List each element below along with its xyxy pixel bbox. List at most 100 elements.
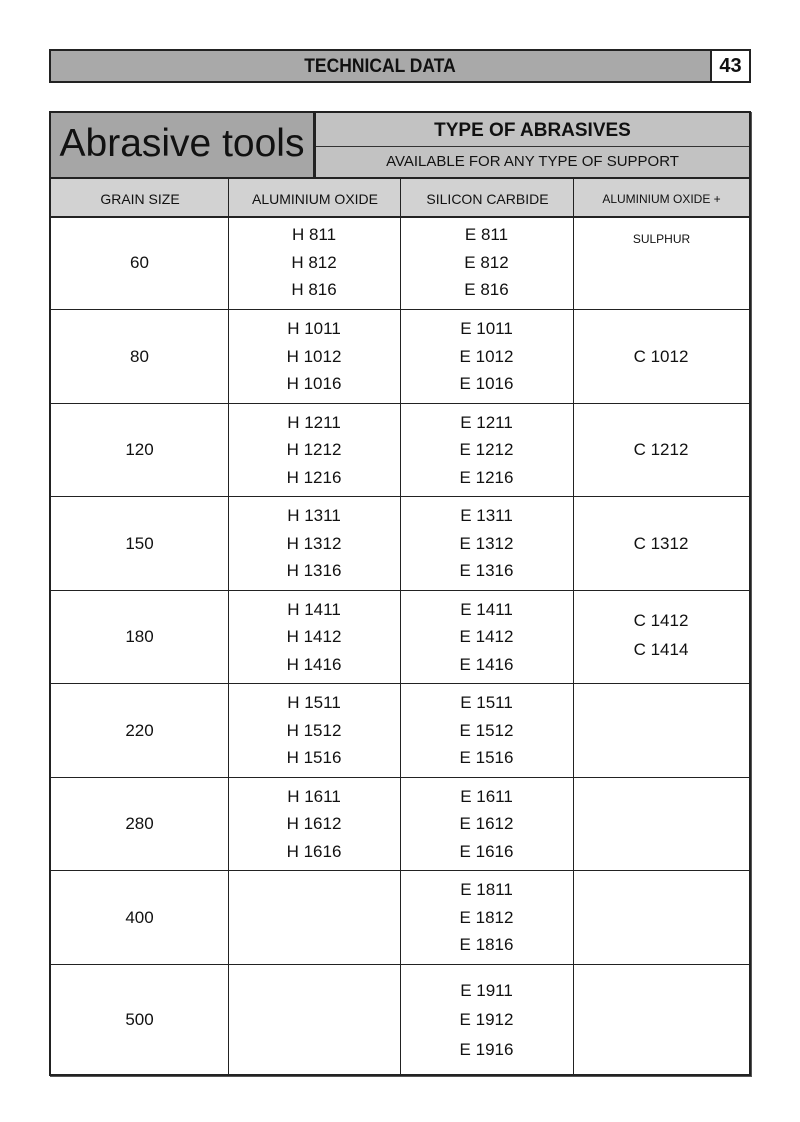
column-header-grain-size: GRAIN SIZE [100, 191, 180, 207]
product-code: H 1412 [286, 627, 342, 647]
product-code: H 1012 [286, 346, 342, 366]
cell-aluminium-oxide: H 1511 H 1512 H 1516 [228, 684, 400, 777]
cell-silicon-carbide: E 1311 E 1312 E 1316 [400, 497, 573, 590]
cell-al-oxide-sulphur [573, 965, 749, 1075]
cell-silicon-carbide: E 1411 E 1412 E 1416 [400, 591, 573, 683]
cell-aluminium-oxide: H 1311 H 1312 H 1316 [228, 497, 400, 590]
product-code: E 1016 [459, 374, 514, 394]
cell-grain: 120 [51, 404, 228, 496]
grain-size-value: 280 [125, 814, 154, 834]
product-code: H 1512 [286, 720, 342, 740]
product-code: H 1312 [286, 533, 342, 553]
cell-aluminium-oxide: H 1211 H 1212 H 1216 [228, 404, 400, 496]
product-code: E 1512 [459, 720, 514, 740]
product-code: E 1812 [459, 907, 514, 927]
product-code: E 1612 [459, 814, 514, 834]
cell-al-oxide-sulphur: C 1412 C 1414 [573, 591, 749, 683]
grain-size-value: 120 [125, 440, 154, 460]
cell-aluminium-oxide: H 1611 H 1612 H 1616 [228, 778, 400, 870]
cell-al-oxide-sulphur: C 1212 [573, 404, 749, 496]
product-code: H 812 [291, 252, 337, 272]
cell-grain: 60 [51, 216, 228, 309]
cell-silicon-carbide: E 811 E 812 E 816 [400, 216, 573, 309]
table-row: 500 E 1911 E 1912 E 1916 [51, 965, 749, 1076]
product-code: E 1416 [459, 654, 514, 674]
product-code: E 1012 [459, 346, 514, 366]
product-code: H 1016 [286, 374, 342, 394]
cell-grain: 150 [51, 497, 228, 590]
cell-grain: 400 [51, 871, 228, 964]
product-code: E 812 [464, 252, 509, 272]
product-code: E 816 [464, 280, 509, 300]
product-code: E 1516 [459, 748, 514, 768]
cell-grain: 80 [51, 310, 228, 403]
product-code: E 1316 [459, 561, 514, 581]
cell-al-oxide-sulphur: C 1012 [573, 310, 749, 403]
grain-size-value: 80 [130, 346, 149, 366]
product-code: E 1611 [460, 786, 513, 806]
cell-silicon-carbide: E 1611 E 1612 E 1616 [400, 778, 573, 870]
grain-size-value: 500 [125, 1010, 154, 1030]
product-code: H 811 [291, 225, 337, 245]
product-code: E 1511 [460, 693, 513, 713]
product-code: E 1811 [460, 880, 513, 900]
cell-silicon-carbide: E 1011 E 1012 E 1016 [400, 310, 573, 403]
product-code: H 1311 [287, 506, 341, 526]
cell-silicon-carbide: E 1811 E 1812 E 1816 [400, 871, 573, 964]
cell-aluminium-oxide: H 1011 H 1012 H 1016 [228, 310, 400, 403]
cell-silicon-carbide: E 1211 E 1212 E 1216 [400, 404, 573, 496]
table-title: Abrasive tools [51, 113, 316, 177]
product-code: E 1911 [460, 980, 513, 1000]
section-title: TECHNICAL DATA [304, 56, 456, 77]
product-code: E 1011 [460, 319, 513, 339]
product-code: C 1212 [633, 440, 689, 460]
column-header-silicon-carbide: SILICON CARBIDE [426, 191, 549, 207]
product-code: H 1211 [287, 412, 341, 432]
product-code: E 1412 [459, 627, 514, 647]
cell-al-oxide-sulphur [573, 216, 749, 309]
product-code: C 1412 [633, 611, 689, 630]
product-code: E 1916 [459, 1039, 514, 1059]
product-code: H 1316 [286, 561, 342, 581]
product-code: E 1816 [459, 935, 514, 955]
product-code: E 1411 [460, 599, 513, 619]
product-code: H 816 [291, 280, 337, 300]
grain-size-value: 400 [125, 907, 154, 927]
table-row: 400 E 1811 E 1812 E 1816 [51, 871, 749, 965]
cell-grain: 280 [51, 778, 228, 870]
abrasive-table: Abrasive tools TYPE OF ABRASIVES AVAILAB… [49, 111, 751, 1076]
product-code: E 1912 [459, 1010, 514, 1030]
cell-aluminium-oxide: H 811 H 812 H 816 [228, 216, 400, 309]
grain-size-value: 180 [125, 627, 154, 647]
product-code: H 1516 [286, 748, 342, 768]
grain-size-value: 220 [125, 720, 154, 740]
cell-grain: 220 [51, 684, 228, 777]
product-code: E 1312 [459, 533, 514, 553]
cell-aluminium-oxide [228, 965, 400, 1075]
product-code: H 1212 [286, 440, 342, 460]
product-code: H 1416 [286, 654, 342, 674]
product-code: H 1411 [287, 599, 341, 619]
product-code: C 1414 [633, 640, 689, 659]
cell-aluminium-oxide: H 1411 H 1412 H 1416 [228, 591, 400, 683]
cell-silicon-carbide: E 1511 E 1512 E 1516 [400, 684, 573, 777]
cell-al-oxide-sulphur [573, 684, 749, 777]
product-code: C 1312 [633, 533, 689, 553]
page-header-bar: TECHNICAL DATA 43 [49, 49, 751, 83]
product-code: E 1212 [459, 440, 514, 460]
grain-size-value: 150 [125, 533, 154, 553]
table-row: 180 H 1411 H 1412 H 1416 E 1411 E 1412 E 1416 C… [51, 591, 749, 684]
cell-al-oxide-sulphur [573, 871, 749, 964]
cell-grain: 500 [51, 965, 228, 1075]
product-code: H 1616 [286, 841, 342, 861]
type-subheading: AVAILABLE FOR ANY TYPE OF SUPPORT [316, 147, 749, 177]
cell-al-oxide-sulphur: C 1312 [573, 497, 749, 590]
product-code: H 1511 [287, 693, 341, 713]
page-number: 43 [710, 51, 749, 81]
type-heading: TYPE OF ABRASIVES [316, 113, 749, 147]
product-code: E 811 [464, 225, 509, 245]
product-code: E 1216 [459, 467, 514, 487]
cell-aluminium-oxide [228, 871, 400, 964]
column-header-aluminium-oxide: ALUMINIUM OXIDE [251, 191, 378, 207]
cell-al-oxide-sulphur [573, 778, 749, 870]
